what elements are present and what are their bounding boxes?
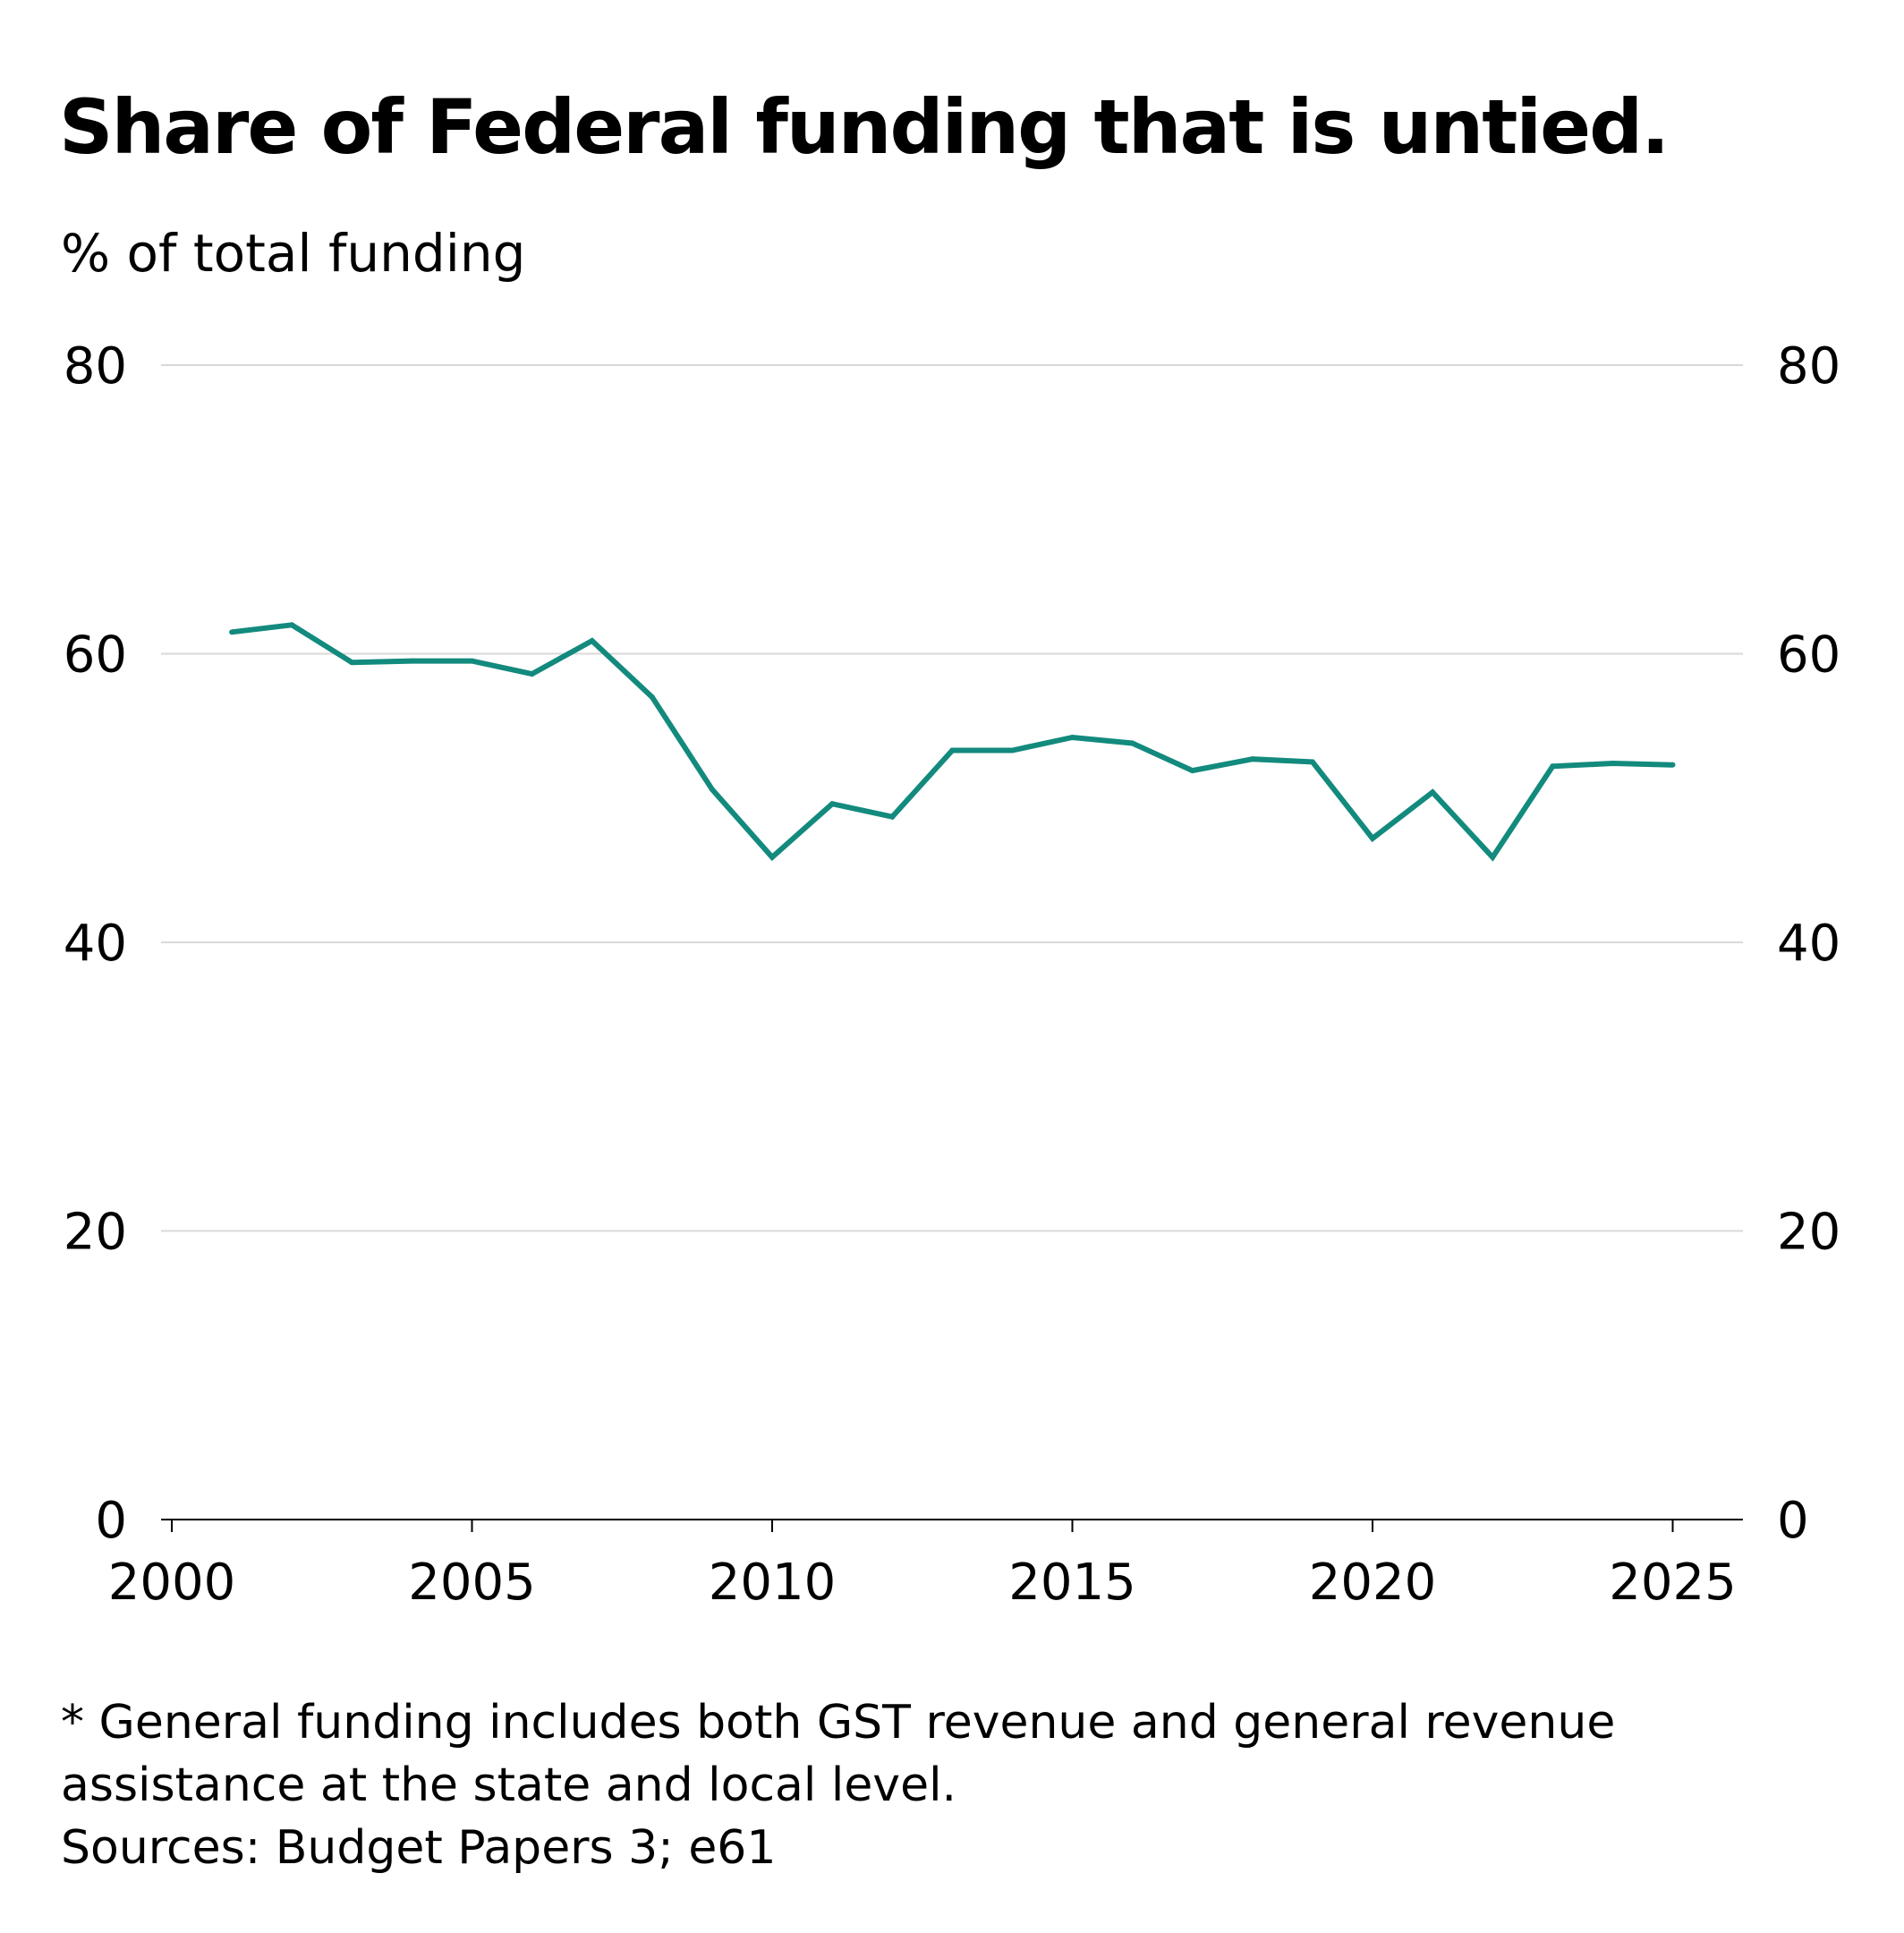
series-layer — [229, 622, 1676, 862]
data-point — [1009, 747, 1016, 754]
x-axis-ticks: 2000 2005 2010 2015 2020 2025 — [108, 1520, 1737, 1611]
sources-note: Sources: Budget Papers 3; e61 — [61, 1821, 777, 1875]
data-point — [949, 747, 956, 754]
y-tick-label-left: 0 — [95, 1492, 127, 1550]
data-point — [229, 629, 235, 635]
y-tick-label-right: 0 — [1777, 1492, 1809, 1550]
data-point — [1069, 735, 1075, 741]
data-point — [1129, 740, 1135, 746]
data-point — [1490, 854, 1496, 860]
y-axis-unit-label: % of total funding — [61, 223, 526, 284]
data-point — [1189, 768, 1195, 774]
data-point — [829, 801, 836, 807]
line-chart: 0 20 40 60 80 0 20 40 60 80 2000 2005 2010 2015 2020… — [64, 337, 1841, 1611]
footnote-note-line-2: assistance at the state and local level. — [61, 1758, 957, 1812]
footnote: * General funding includes both GST reve… — [61, 1691, 1850, 1879]
y-tick-label-right: 40 — [1777, 915, 1840, 973]
data-point — [1430, 789, 1436, 796]
y-tick-label-left: 20 — [64, 1204, 127, 1262]
data-point — [289, 622, 295, 628]
data-point — [469, 658, 475, 664]
y-tick-label-right: 20 — [1777, 1204, 1840, 1262]
footnote-note-line-1: * General funding includes both GST reve… — [61, 1696, 1616, 1750]
y-tick-label-left: 40 — [64, 915, 127, 973]
y-tick-label-left: 80 — [64, 337, 127, 396]
x-tick-label: 2000 — [108, 1554, 236, 1611]
data-point — [709, 787, 715, 793]
data-point — [649, 694, 655, 700]
x-tick-label: 2015 — [1008, 1554, 1136, 1611]
y-axis-right: 0 20 40 60 80 — [1777, 337, 1840, 1550]
data-point — [1550, 763, 1556, 770]
data-point — [889, 813, 896, 820]
data-point — [1249, 756, 1255, 762]
x-tick-label: 2020 — [1309, 1554, 1437, 1611]
y-tick-label-right: 80 — [1777, 337, 1840, 396]
data-point — [589, 637, 595, 643]
data-point — [1370, 835, 1375, 841]
data-point — [769, 854, 775, 860]
series-line-0 — [231, 622, 1673, 862]
data-point — [529, 671, 535, 677]
x-tick-label: 2025 — [1609, 1554, 1737, 1611]
y-tick-label-right: 60 — [1777, 626, 1840, 685]
x-tick-label: 2010 — [709, 1554, 837, 1611]
data-point — [1309, 759, 1315, 765]
chart-title: Share of Federal funding that is untied. — [59, 83, 1670, 171]
x-tick-label: 2005 — [408, 1554, 536, 1611]
data-point — [1610, 761, 1616, 767]
y-axis-left: 0 20 40 60 80 — [64, 337, 127, 1550]
data-point — [349, 660, 355, 666]
data-point — [1670, 762, 1676, 768]
data-point — [409, 658, 415, 664]
y-tick-label-left: 60 — [64, 626, 127, 685]
gridlines — [161, 364, 1743, 1232]
